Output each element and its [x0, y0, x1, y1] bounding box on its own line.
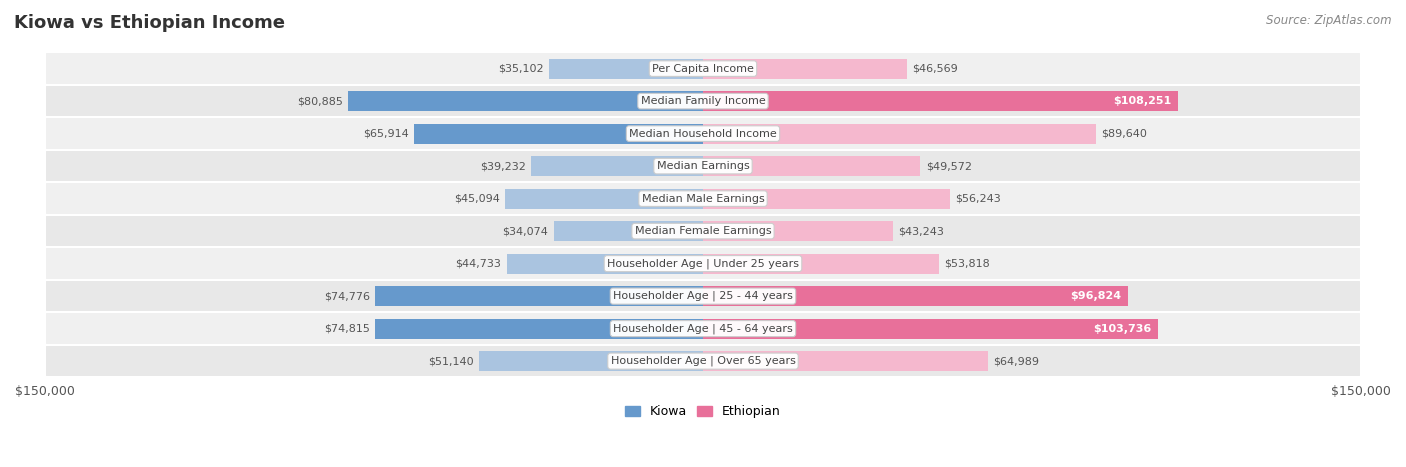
Text: $108,251: $108,251: [1114, 96, 1171, 106]
Bar: [45, 215, 1361, 248]
Text: Kiowa vs Ethiopian Income: Kiowa vs Ethiopian Income: [14, 14, 285, 32]
Bar: [45, 312, 1361, 345]
Bar: [45, 150, 1361, 182]
Text: Householder Age | 25 - 44 years: Householder Age | 25 - 44 years: [613, 291, 793, 301]
Bar: [45, 345, 1361, 377]
Bar: [554, 221, 703, 241]
Legend: Kiowa, Ethiopian: Kiowa, Ethiopian: [620, 400, 786, 423]
Text: $103,736: $103,736: [1094, 324, 1152, 333]
Text: $96,824: $96,824: [1070, 291, 1121, 301]
Bar: [703, 254, 939, 274]
Text: $43,243: $43,243: [898, 226, 943, 236]
Bar: [413, 124, 703, 144]
Bar: [45, 248, 1361, 280]
Text: Householder Age | Under 25 years: Householder Age | Under 25 years: [607, 258, 799, 269]
Text: $74,815: $74,815: [323, 324, 370, 333]
Text: Source: ZipAtlas.com: Source: ZipAtlas.com: [1267, 14, 1392, 27]
Text: $64,989: $64,989: [994, 356, 1039, 366]
Text: $44,733: $44,733: [456, 259, 502, 269]
Text: $39,232: $39,232: [479, 161, 526, 171]
Text: $74,776: $74,776: [323, 291, 370, 301]
Bar: [703, 91, 1178, 111]
Text: $34,074: $34,074: [502, 226, 548, 236]
Bar: [45, 117, 1361, 150]
Bar: [45, 85, 1361, 117]
Bar: [375, 318, 703, 339]
Bar: [349, 91, 703, 111]
Bar: [506, 254, 703, 274]
Bar: [478, 351, 703, 371]
Text: Householder Age | Over 65 years: Householder Age | Over 65 years: [610, 356, 796, 367]
Text: Householder Age | 45 - 64 years: Householder Age | 45 - 64 years: [613, 323, 793, 334]
Text: $35,102: $35,102: [498, 64, 544, 74]
Text: Median Female Earnings: Median Female Earnings: [634, 226, 772, 236]
Bar: [703, 351, 988, 371]
Bar: [531, 156, 703, 176]
Bar: [548, 58, 703, 78]
Text: Per Capita Income: Per Capita Income: [652, 64, 754, 74]
Text: Median Earnings: Median Earnings: [657, 161, 749, 171]
Bar: [45, 182, 1361, 215]
Text: $46,569: $46,569: [912, 64, 959, 74]
Text: $65,914: $65,914: [363, 128, 409, 139]
Bar: [703, 286, 1128, 306]
Text: $51,140: $51,140: [427, 356, 474, 366]
Text: $45,094: $45,094: [454, 194, 501, 204]
Text: $89,640: $89,640: [1101, 128, 1147, 139]
Text: Median Household Income: Median Household Income: [628, 128, 778, 139]
Bar: [45, 52, 1361, 85]
Bar: [703, 318, 1159, 339]
Text: $80,885: $80,885: [297, 96, 343, 106]
Text: $49,572: $49,572: [925, 161, 972, 171]
Bar: [703, 221, 893, 241]
Bar: [505, 189, 703, 209]
Bar: [703, 124, 1097, 144]
Bar: [703, 156, 921, 176]
Text: $56,243: $56,243: [955, 194, 1001, 204]
Text: $53,818: $53,818: [945, 259, 990, 269]
Bar: [703, 189, 949, 209]
Bar: [45, 280, 1361, 312]
Bar: [375, 286, 703, 306]
Text: Median Male Earnings: Median Male Earnings: [641, 194, 765, 204]
Bar: [703, 58, 907, 78]
Text: Median Family Income: Median Family Income: [641, 96, 765, 106]
